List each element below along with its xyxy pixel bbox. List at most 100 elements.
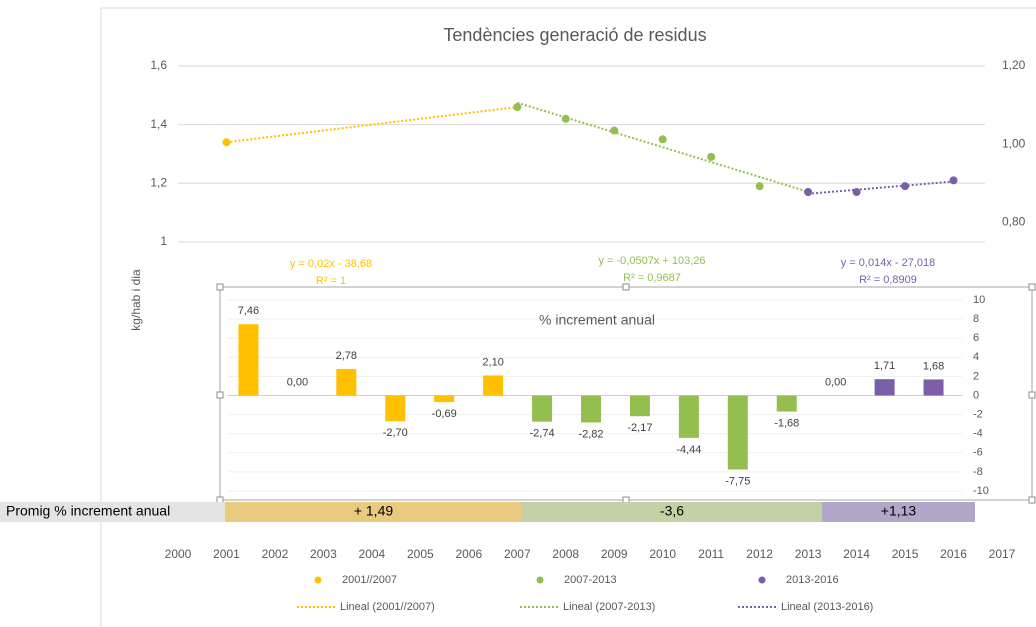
selection-handle	[216, 391, 224, 399]
y2-tick-label: 1,20	[1002, 58, 1026, 72]
legend-label: Lineal (2013-2016)	[781, 601, 873, 613]
trendline-r2: R² = 0,8909	[859, 274, 917, 286]
selection-handle	[1028, 496, 1036, 504]
y-tick-label: -6	[973, 447, 983, 459]
x-tick-label: 2003	[310, 547, 337, 561]
data-label: 0,00	[287, 376, 308, 388]
data-label: 1,71	[874, 360, 895, 372]
data-point	[707, 152, 716, 161]
legend-label: Lineal (2007-2013)	[563, 601, 655, 613]
data-label: -2,74	[530, 428, 555, 440]
summary-cell	[225, 502, 522, 522]
data-label: -4,44	[676, 444, 701, 456]
bar	[434, 395, 455, 403]
data-label: -2,70	[383, 427, 408, 439]
bar-chart-title: % increment anual	[539, 312, 655, 328]
bar	[678, 395, 699, 438]
data-label: 7,46	[238, 305, 259, 317]
y-tick-label: 10	[973, 294, 985, 306]
bar	[385, 395, 406, 422]
data-label: -0,69	[432, 408, 457, 420]
data-point	[804, 188, 813, 197]
data-point	[755, 182, 764, 191]
x-tick-label: 2014	[843, 547, 870, 561]
legend-label: Lineal (2001//2007)	[340, 601, 435, 613]
summary-cell	[822, 502, 975, 522]
chart-title: Tendències generació de residus	[443, 25, 706, 45]
x-tick-label: 2016	[940, 547, 967, 561]
x-tick-label: 2002	[262, 547, 289, 561]
bar	[336, 368, 357, 396]
y2-tick-label: 0,80	[1002, 215, 1026, 229]
bar	[874, 379, 895, 396]
x-tick-label: 2000	[165, 547, 192, 561]
legend: 2001//2007 Lineal (2001//2007) 2007-2013 Li…	[297, 574, 873, 613]
y-tick-label: 8	[973, 313, 979, 325]
data-point	[949, 176, 958, 185]
selection-handle	[1028, 283, 1036, 291]
x-tick-label: 2005	[407, 547, 434, 561]
bar	[923, 379, 944, 396]
legend-label: 2013-2016	[786, 574, 839, 586]
selection-handle	[1028, 391, 1036, 399]
y-tick-label: 1,6	[150, 58, 167, 72]
main-plot: 1 1,2 1,4 1,6 0,80 1,00 1,20	[150, 58, 1025, 248]
y-tick-label: -2	[973, 409, 983, 421]
summary-label-cell	[0, 502, 225, 522]
data-point	[852, 188, 861, 197]
data-label: -2,17	[627, 422, 652, 434]
x-tick-label: 2012	[746, 547, 773, 561]
bar	[238, 324, 259, 396]
legend-label: 2001//2007	[342, 574, 397, 586]
summary-cell	[522, 502, 822, 522]
selection-handle	[622, 283, 630, 291]
summary-label: Promig % increment anual	[6, 503, 170, 519]
trendline-equation: y = 0,014x - 27,018	[841, 257, 935, 269]
trendline-equation: y = 0,02x - 38,68	[290, 258, 372, 270]
data-point	[610, 126, 619, 135]
selection-handle	[216, 283, 224, 291]
x-tick-label: 2001	[213, 547, 240, 561]
x-tick-label: 2015	[892, 547, 919, 561]
data-label: 2,10	[482, 356, 503, 368]
legend-marker	[314, 576, 322, 584]
summary-value: +1,13	[881, 503, 917, 519]
y-axis-label: kg/hab i dia	[129, 269, 143, 331]
trendline	[226, 106, 518, 144]
y2-tick-label: 1,00	[1002, 136, 1026, 150]
x-tick-label: 2009	[601, 547, 628, 561]
legend-marker	[758, 576, 766, 584]
data-label: 2,78	[336, 350, 357, 362]
bar	[581, 395, 601, 423]
y-tick-label: 1,2	[150, 175, 167, 189]
data-point	[658, 135, 667, 144]
data-point	[222, 138, 231, 147]
data-label: -7,75	[725, 475, 750, 487]
legend-marker	[536, 576, 544, 584]
bar-chart: -10 -8 -6 -4 -2 0 2 4 6 8 10 % increment anual 7,46 0…	[219, 286, 1033, 501]
summary-value: + 1,49	[354, 503, 394, 519]
bar	[532, 395, 553, 422]
x-tick-label: 2008	[552, 547, 579, 561]
bar	[629, 395, 650, 417]
summary-row: Promig % increment anual + 1,49 -3,6 +1,13	[0, 502, 975, 522]
data-label: 0,00	[825, 376, 846, 388]
x-tick-label: 2017	[989, 547, 1016, 561]
x-tick-label: 2007	[504, 547, 531, 561]
x-tick-label: 2010	[649, 547, 676, 561]
legend-label: 2007-2013	[564, 574, 617, 586]
y-tick-label: -4	[973, 428, 983, 440]
bar	[727, 395, 748, 470]
data-label: -2,82	[578, 428, 603, 440]
data-point	[901, 182, 910, 191]
y-tick-label: 4	[973, 351, 979, 363]
trendline-r2: R² = 0,9687	[623, 272, 681, 284]
y-tick-label: -8	[973, 466, 983, 478]
data-label: -1,68	[774, 417, 799, 429]
bar	[776, 395, 797, 412]
y-tick-label: 0	[973, 389, 979, 401]
y-tick-label: 1,4	[150, 117, 167, 131]
y-tick-label: 2	[973, 370, 979, 382]
data-point	[513, 103, 522, 112]
bar	[483, 375, 504, 396]
